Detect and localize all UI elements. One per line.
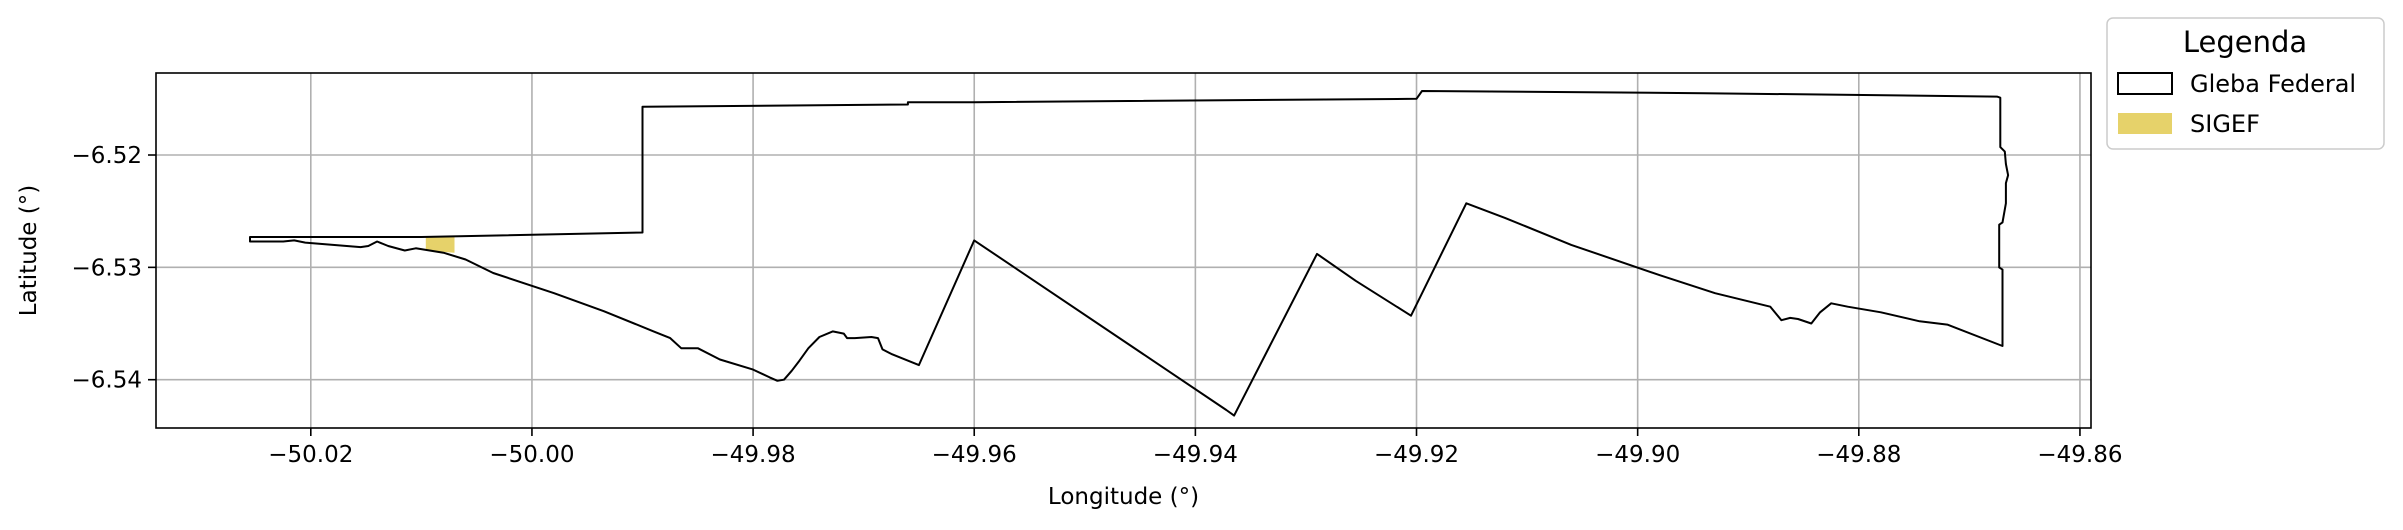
legend: Legenda Gleba Federal SIGEF xyxy=(2106,17,2385,150)
grid-lines xyxy=(156,73,2091,428)
plot-frame xyxy=(155,72,2092,429)
legend-swatch-sigef xyxy=(2118,113,2172,134)
x-axis-label: Longitude (°) xyxy=(1048,484,1199,510)
legend-swatch-gleba-federal xyxy=(2117,72,2173,95)
x-tick-label: −49.96 xyxy=(932,442,1017,468)
x-tick-label: −49.92 xyxy=(1374,442,1459,468)
x-tick-label: −50.00 xyxy=(489,442,574,468)
x-axis-ticks: −50.02 −50.00 −49.98 −49.96 −49.94 −49.92 −49.… xyxy=(268,428,2123,468)
layer-sigef xyxy=(425,237,455,253)
y-tick-label: −6.52 xyxy=(72,143,142,169)
map-layers xyxy=(249,90,2010,417)
x-tick-label: −49.90 xyxy=(1595,442,1680,468)
layer-gleba-federal xyxy=(249,90,2010,417)
x-tick-label: −50.02 xyxy=(268,442,353,468)
legend-title: Legenda xyxy=(2183,25,2307,59)
legend-label-sigef: SIGEF xyxy=(2190,110,2260,138)
y-axis-ticks: −6.52 −6.53 −6.54 xyxy=(72,143,156,394)
legend-box xyxy=(2106,17,2385,150)
y-axis-label: Latitude (°) xyxy=(16,185,42,316)
y-tick-label: −6.53 xyxy=(72,255,142,281)
x-tick-label: −49.98 xyxy=(711,442,796,468)
x-tick-label: −49.88 xyxy=(1816,442,1901,468)
x-tick-label: −49.94 xyxy=(1153,442,1238,468)
legend-label-gleba-federal: Gleba Federal xyxy=(2190,70,2356,98)
x-tick-label: −49.86 xyxy=(2037,442,2122,468)
y-tick-label: −6.54 xyxy=(72,368,142,394)
